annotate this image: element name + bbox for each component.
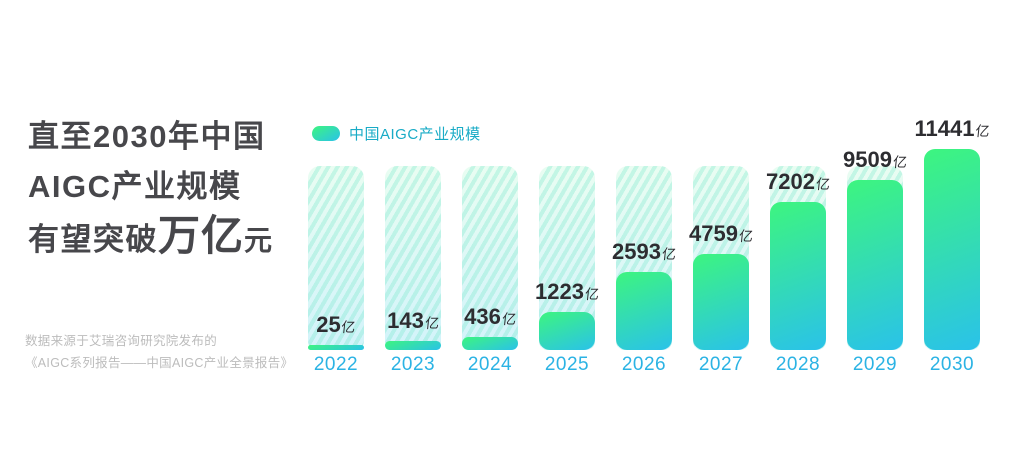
bar-group-2028: 7202亿 2028 [766,166,831,375]
bar-fill [539,312,595,350]
bar-fill [693,254,749,350]
bar-value-unit: 亿 [974,123,991,139]
bar-year-label: 2027 [698,354,744,375]
bar-value-unit: 亿 [584,286,600,302]
bar-track [462,166,518,350]
chart-legend: 中国AIGC产业规模 [312,123,481,144]
source-line-2: 《AIGC系列报告——中国AIGC产业全景报告》 [25,355,294,370]
bar-group-2025: 1223亿 2025 [535,166,600,375]
bar-fill [924,149,980,350]
bar-track [385,166,441,350]
bar-year-label: 2026 [621,354,667,375]
bar-year-label: 2025 [544,354,590,375]
bar-value-number: 143 [387,308,424,333]
bar-value-label: 7202亿 [766,169,831,195]
bar-value-number: 436 [464,304,501,329]
headline-line-1: 直至2030年中国 [28,119,266,154]
headline-line-3-suffix: 元 [244,225,274,256]
headline-line-3-prefix: 有望突破 [28,222,158,257]
bar-value-number: 25 [316,312,341,337]
bar-group-2027: 4759亿 2027 [689,166,754,375]
bar-value-label: 436亿 [464,304,517,330]
bar-fill [616,272,672,350]
bar-year-label: 2029 [852,354,898,375]
bar-value-label: 25亿 [316,312,357,338]
bar-value-number: 9509 [843,147,892,172]
headline-highlight: 万亿 [158,212,245,259]
bar-year-label: 2028 [775,354,821,375]
source-line-1: 数据来源于艾瑞咨询研究院发布的 [25,334,218,348]
bar-fill [847,180,903,350]
bar-track [308,166,364,350]
bar-fill [308,345,364,350]
bar-fill [770,202,826,350]
bar-value-unit: 亿 [424,315,440,331]
bar-value-number: 1223 [535,279,584,304]
bar-group-2022: 25亿 2022 [308,166,364,375]
bar-group-2023: 143亿 2023 [385,166,441,375]
bar-value-label: 143亿 [387,308,440,334]
bar-fill [385,341,441,350]
bar-value-unit: 亿 [815,176,831,192]
bar-value-label: 9509亿 [843,147,908,173]
headline-line-3: 有望突破万亿元 [28,211,274,266]
bar-fill [462,337,518,350]
legend-swatch [312,126,340,141]
legend-label: 中国AIGC产业规模 [349,126,481,143]
bar-group-2030: 11441亿 2030 [915,118,991,376]
bar-year-label: 2030 [929,354,975,375]
bar-value-unit: 亿 [340,319,357,335]
bar-group-2024: 436亿 2024 [462,166,518,375]
bar-value-unit: 亿 [501,311,517,327]
headline-line-2: AIGC产业规模 [28,168,242,204]
bar-group-2029: 9509亿 2029 [843,149,908,376]
bar-value-label: 11441亿 [914,116,991,142]
bar-value-unit: 亿 [892,154,908,170]
source-note: 数据来源于艾瑞咨询研究院发布的 《AIGC系列报告——中国AIGC产业全景报告》 [25,331,293,374]
bar-group-2026: 2593亿 2026 [612,166,677,375]
bar-value-label: 4759亿 [689,221,754,247]
bar-year-label: 2023 [390,354,436,375]
bar-value-unit: 亿 [661,246,677,262]
bar-value-number: 4759 [689,221,738,246]
bar-year-label: 2024 [467,354,513,375]
bar-value-number: 2593 [612,239,661,264]
headline: 直至2030年中国 AIGC产业规模 有望突破万亿元 [28,112,274,266]
bar-value-unit: 亿 [738,228,754,244]
bar-year-label: 2022 [313,354,359,375]
bar-value-label: 2593亿 [612,239,677,265]
bar-value-number: 11441 [914,116,975,141]
bar-value-label: 1223亿 [535,279,600,305]
bar-value-number: 7202 [766,169,815,194]
